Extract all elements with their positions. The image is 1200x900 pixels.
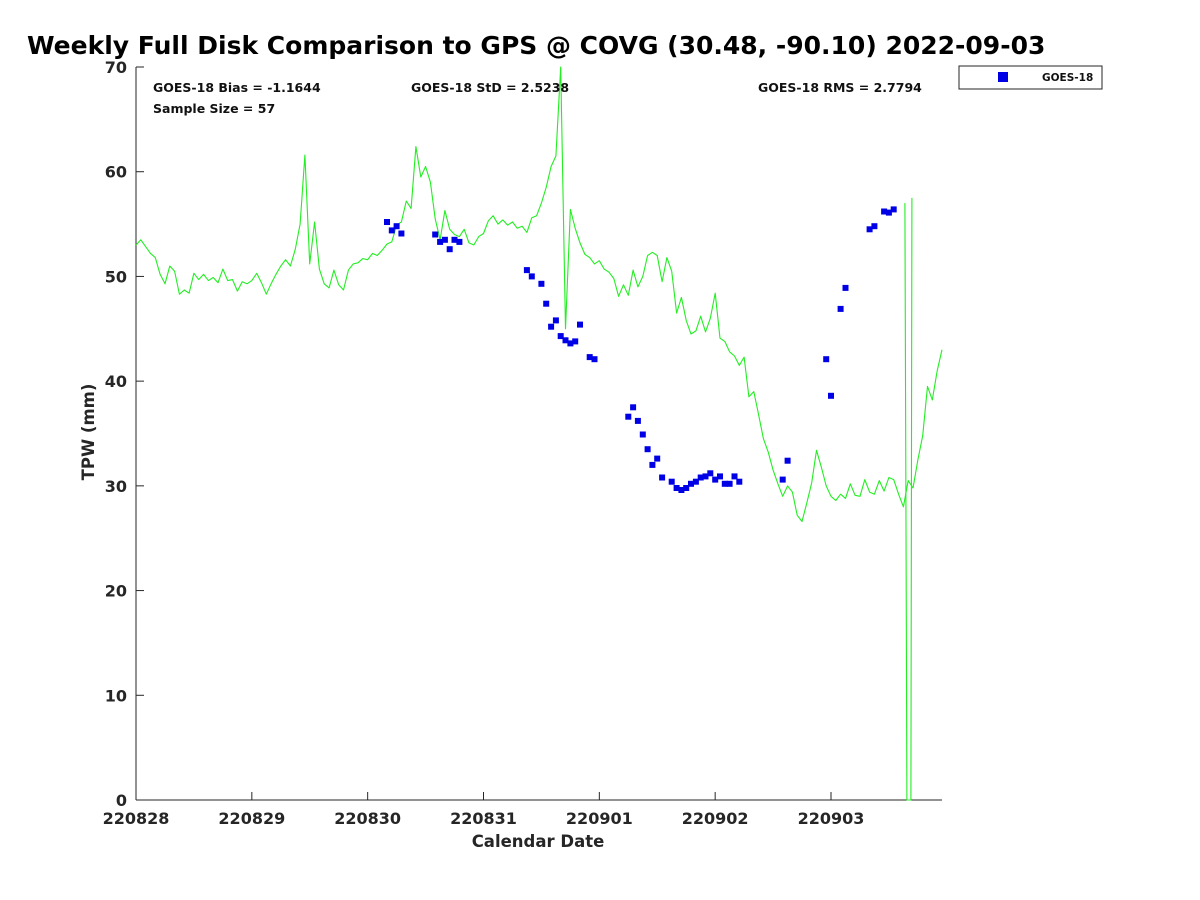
goes18-point (692, 478, 699, 485)
goes18-point (634, 417, 641, 424)
goes18-point (697, 474, 704, 481)
goes18-point (437, 238, 444, 245)
goes18-point (712, 476, 719, 483)
y-tick-label: 10 (105, 686, 127, 705)
goes18-point (577, 321, 583, 328)
goes18-point (890, 206, 897, 213)
rms-stat: GOES-18 RMS = 2.7794 (758, 80, 922, 95)
goes18-point (441, 236, 448, 243)
goes18-point (678, 487, 685, 493)
goes18-point (538, 280, 545, 287)
bias-stat: GOES-18 Bias = -1.1644 (153, 80, 321, 95)
goes18-point (885, 209, 892, 216)
goes18-point (644, 446, 651, 453)
goes18-point (388, 227, 395, 234)
goes18-point (572, 338, 579, 345)
goes18-point (586, 354, 593, 361)
goes18-point (842, 284, 849, 291)
goes18-point (688, 480, 694, 487)
goes18-point (393, 223, 400, 230)
y-tick-label: 60 (105, 163, 127, 182)
goes18-point (456, 238, 463, 245)
goes18-point (823, 356, 830, 363)
y-tick-label: 70 (105, 58, 127, 77)
goes18-point (707, 470, 714, 477)
goes18-point (451, 236, 458, 243)
legend-box (958, 65, 1103, 90)
x-tick-label: 220903 (798, 809, 865, 828)
goes18-point (639, 431, 646, 438)
legend-label: GOES-18 (1042, 72, 1093, 84)
legend: GOES-18 (958, 65, 1103, 90)
goes18-point (562, 337, 569, 344)
goes18-point (567, 340, 574, 347)
x-axis-label: Calendar Date (472, 832, 605, 851)
plot-axes: 0 10 20 30 40 50 60 70 220828 220829 220830 220831 2… (103, 58, 942, 828)
std-stat: GOES-18 StD = 2.5238 (411, 80, 569, 95)
y-tick-label: 50 (105, 267, 127, 286)
y-tick-label: 0 (116, 791, 127, 810)
legend-square-marker-icon (998, 72, 1008, 82)
goes18-point (543, 300, 550, 307)
goes18-point (591, 356, 598, 363)
goes18-point (837, 305, 844, 312)
x-tick-label: 220828 (103, 809, 170, 828)
goes18-point (784, 457, 791, 464)
goes18-point (702, 473, 709, 480)
goes18-point (717, 473, 723, 480)
x-tick-label: 220829 (218, 809, 285, 828)
goes18-point (871, 223, 878, 230)
goes18-point (552, 317, 559, 324)
gps-tpw-line (135, 66, 943, 523)
gps-line-layer (135, 66, 943, 801)
goes18-point (881, 208, 888, 215)
goes18-point (625, 413, 632, 420)
gps-dropout-spike (904, 197, 913, 801)
goes18-point (649, 461, 656, 468)
goes18-point (659, 474, 666, 481)
x-tick-label: 220831 (450, 809, 517, 828)
goes18-point (432, 231, 439, 238)
x-tick-label: 220902 (682, 809, 749, 828)
goes18-point (548, 323, 555, 330)
goes18-point (384, 219, 390, 225)
goes18-point (557, 333, 564, 340)
goes18-point (523, 267, 530, 274)
goes18-point (446, 246, 453, 253)
y-tick-label: 40 (105, 372, 127, 391)
goes18-marker-layer (384, 206, 897, 493)
x-tick-label: 220830 (334, 809, 401, 828)
goes18-point (866, 226, 873, 233)
goes18-point (528, 273, 535, 280)
goes18-point (731, 473, 738, 480)
goes18-point (683, 485, 690, 491)
goes18-point (630, 404, 637, 411)
y-tick-label: 20 (105, 582, 127, 601)
goes18-point (654, 455, 661, 462)
y-axis-label: TPW (mm) (79, 384, 98, 481)
goes18-point (736, 478, 743, 485)
chart-title: Weekly Full Disk Comparison to GPS @ COV… (27, 31, 1045, 60)
goes18-point (721, 480, 728, 487)
goes18-point (779, 476, 786, 483)
goes18-point (398, 230, 405, 237)
goes18-point (668, 478, 675, 485)
goes18-point (828, 392, 834, 399)
x-tick-label: 220901 (566, 809, 633, 828)
goes18-point (726, 480, 733, 487)
sample-size-stat: Sample Size = 57 (153, 101, 275, 116)
y-tick-label: 30 (105, 477, 127, 496)
goes18-point (673, 485, 680, 491)
